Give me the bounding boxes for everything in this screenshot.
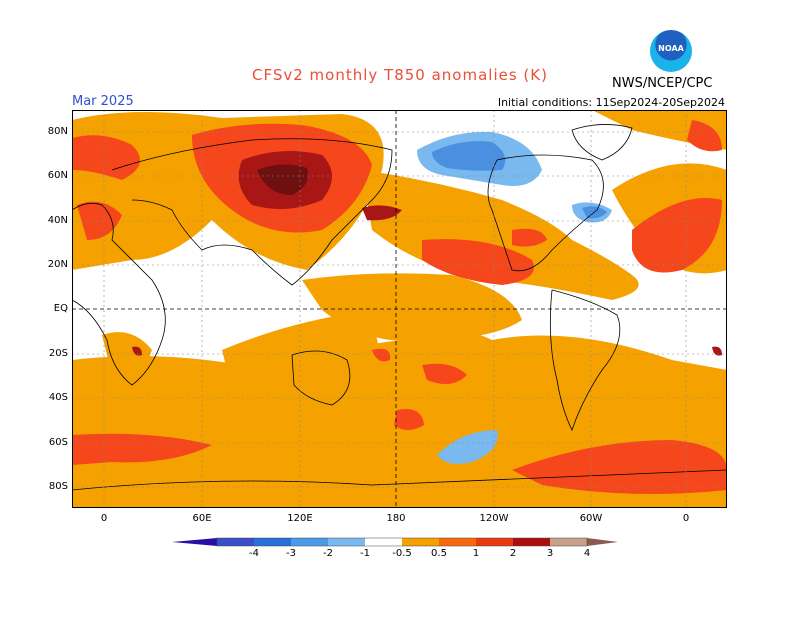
colorbar-segment [291,538,328,546]
colorbar-segment [439,538,476,546]
colorbar-segment [365,538,402,546]
organization-label: NWS/NCEP/CPC [612,76,713,91]
colorbar-label: -2 [323,548,333,559]
noaa-logo-icon: NOAA [650,30,692,72]
colorbar-label: 0.5 [431,548,447,559]
lat-label-60s: 60S [48,437,68,448]
colorbar-segment [328,538,365,546]
lat-label-40s: 40S [48,392,68,403]
lat-label-20s: 20S [48,348,68,359]
positive-anomaly-3-layer [257,164,308,195]
lat-label-20n: 20N [47,259,68,270]
colorbar-label: 2 [509,548,517,559]
anomaly-map [72,110,727,508]
lon-label-0-east: 0 [682,513,690,524]
lat-label-60n: 60N [47,170,68,181]
lon-label-120w: 120W [479,513,509,524]
lat-label-80s: 80S [48,481,68,492]
colorbar-label: 3 [546,548,554,559]
colorbar-segment [550,538,587,546]
colorbar-segment [476,538,513,546]
colorbar-label: 1 [472,548,480,559]
coastlines-layer [72,124,727,491]
colorbar-label: -3 [286,548,296,559]
lon-label-120e: 120E [287,513,313,524]
initial-conditions-label: Initial conditions: 11Sep2024-20Sep2024 [497,96,725,109]
colorbar-segment [217,538,254,546]
colorbar-outline [216,537,588,547]
valid-month-label: Mar 2025 [72,94,134,109]
colorbar-label: -4 [249,548,259,559]
colorbar-label: -0.5 [392,548,412,559]
colorbar-label: -1 [360,548,370,559]
graticule-layer [72,110,727,508]
lon-label-60w: 60W [579,513,603,524]
noaa-logo-text: NOAA [658,44,684,53]
colorbar-arrow-high [587,538,618,546]
lon-label-0-west: 0 [100,513,108,524]
colorbar-arrow-low [172,538,217,546]
lon-label-180: 180 [386,513,406,524]
lat-label-eq: EQ [53,303,68,314]
chart-title: CFSv2 monthly T850 anomalies (K) [252,66,548,84]
lat-label-40n: 40N [47,215,68,226]
colorbar-segment [402,538,439,546]
colorbar-segment [513,538,550,546]
lon-label-60e: 60E [192,513,212,524]
lat-label-80n: 80N [47,126,68,137]
colorbar-label: 4 [583,548,591,559]
colorbar [172,537,618,547]
reference-lines [72,110,727,508]
colorbar-segment [254,538,291,546]
